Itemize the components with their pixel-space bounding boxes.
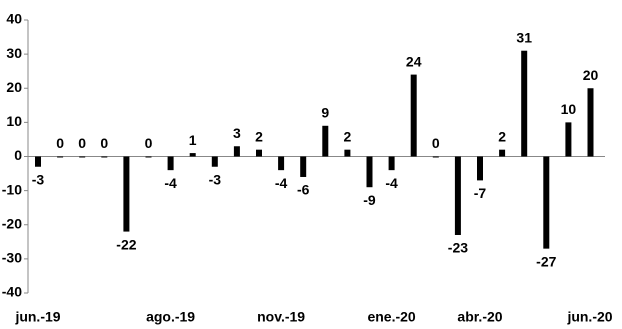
data-label: 9 [321, 104, 329, 120]
bar [79, 156, 86, 158]
y-tick-label: -10 [2, 181, 22, 197]
y-tick-label: 10 [6, 113, 22, 129]
bar [57, 156, 64, 158]
bar [388, 156, 395, 171]
bar [278, 156, 285, 171]
data-label: -3 [209, 171, 222, 187]
y-tick-label: -20 [2, 215, 22, 231]
bar [565, 122, 572, 157]
bar [587, 88, 594, 157]
bar [211, 156, 218, 167]
bar [432, 156, 439, 158]
bar [499, 149, 506, 157]
data-label: 2 [344, 128, 352, 144]
data-label: 3 [233, 125, 241, 141]
y-tick-label: 40 [6, 11, 22, 27]
bar [410, 74, 417, 157]
bar [233, 146, 240, 157]
data-label: 0 [145, 135, 153, 151]
data-label: -27 [536, 253, 556, 269]
bar [35, 156, 41, 167]
x-tick-label: nov.-19 [257, 309, 305, 325]
data-label: -4 [385, 175, 398, 191]
bar [101, 156, 108, 158]
x-tick-label: ene.-20 [367, 309, 415, 325]
bar [322, 125, 329, 157]
bar [256, 149, 262, 157]
bar [366, 156, 373, 188]
data-label: -6 [297, 182, 310, 198]
x-tick-label: jun.-20 [566, 309, 612, 325]
x-tick-label: ago.-19 [146, 309, 195, 325]
bar [145, 156, 152, 158]
data-label: 31 [516, 29, 532, 45]
bar [543, 156, 550, 249]
y-tick-label: -30 [2, 250, 22, 266]
data-label: 2 [255, 128, 263, 144]
data-label: 0 [78, 135, 86, 151]
y-tick-label: 20 [6, 79, 22, 95]
bar [123, 156, 130, 232]
y-tick-label: -40 [2, 284, 22, 300]
data-label: 24 [406, 53, 422, 69]
data-label: 0 [100, 135, 108, 151]
data-label: 0 [432, 135, 440, 151]
data-label: -23 [448, 240, 468, 256]
x-tick-label: jun.-19 [14, 309, 60, 325]
bar [167, 156, 174, 171]
data-label: -3 [32, 171, 45, 187]
y-tick-label: 30 [6, 45, 22, 61]
x-tick-label: abr.-20 [457, 309, 502, 325]
bar [521, 50, 528, 157]
data-label: -22 [116, 236, 136, 252]
data-label: -4 [275, 175, 288, 191]
bar [344, 149, 351, 157]
data-label: 20 [583, 67, 599, 83]
data-label: -7 [474, 185, 487, 201]
bar [454, 156, 461, 235]
bar [300, 156, 307, 177]
data-label: -4 [164, 175, 177, 191]
bar [189, 153, 196, 157]
data-label: 2 [498, 128, 506, 144]
data-label: 0 [56, 135, 64, 151]
bar [477, 156, 483, 181]
y-tick-label: 0 [14, 147, 22, 163]
data-label: -9 [363, 192, 376, 208]
data-label: 10 [561, 101, 577, 117]
data-label: 1 [189, 132, 197, 148]
